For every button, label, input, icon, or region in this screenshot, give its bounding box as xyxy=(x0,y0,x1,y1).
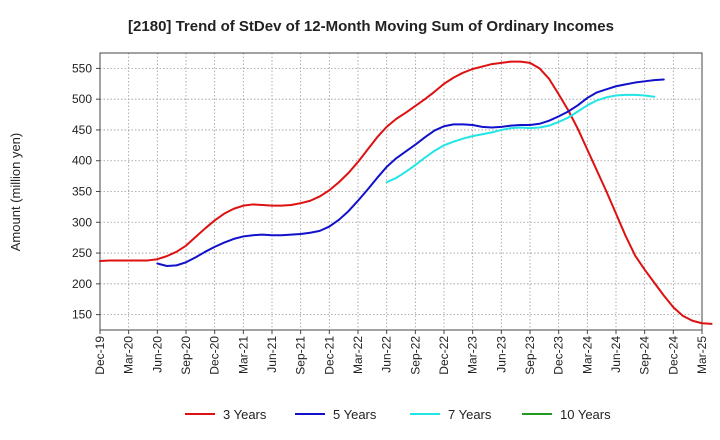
series-lines xyxy=(99,60,713,325)
y-tick-label: 250 xyxy=(72,246,92,260)
x-tick-label: Mar-22 xyxy=(351,336,365,374)
x-tick-label: Mar-21 xyxy=(236,336,250,374)
y-tick-label: 350 xyxy=(72,185,92,199)
x-tick-label: Mar-23 xyxy=(466,336,480,374)
x-tick-label: Jun-22 xyxy=(380,336,394,373)
y-tick-label: 400 xyxy=(72,154,92,168)
legend-label: 5 Years xyxy=(333,407,377,422)
legend-label: 3 Years xyxy=(223,407,267,422)
x-tick-label: Sep-22 xyxy=(408,336,422,375)
legend-label: 7 Years xyxy=(448,407,492,422)
x-tick-label: Mar-20 xyxy=(122,336,136,374)
legend-label: 10 Years xyxy=(560,407,611,422)
y-axis-ticks: 150 200 250 300 350 400 450 500 550 xyxy=(72,61,100,322)
y-tick-label: 550 xyxy=(72,61,92,75)
x-tick-label: Mar-25 xyxy=(695,336,709,374)
series-line-3-years xyxy=(99,60,713,325)
y-axis-label: Amount (million yen) xyxy=(8,133,23,252)
x-tick-label: Mar-24 xyxy=(580,336,594,374)
x-axis-ticks: Dec-19 Mar-20 Jun-20 Sep-20 Dec-20 Mar-21 Jun-… xyxy=(93,330,709,375)
legend: 3 Years 5 Years 7 Years 10 Years xyxy=(185,407,611,422)
y-tick-label: 500 xyxy=(72,92,92,106)
x-tick-label: Dec-24 xyxy=(666,336,680,375)
x-tick-label: Sep-23 xyxy=(523,336,537,375)
y-tick-label: 200 xyxy=(72,277,92,291)
series-line-5-years xyxy=(156,78,665,267)
x-tick-label: Jun-23 xyxy=(494,336,508,373)
y-tick-label: 450 xyxy=(72,123,92,137)
x-tick-label: Sep-21 xyxy=(294,336,308,375)
x-tick-label: Jun-21 xyxy=(265,336,279,373)
x-tick-label: Dec-22 xyxy=(437,336,451,375)
x-tick-label: Dec-21 xyxy=(322,336,336,375)
y-tick-label: 150 xyxy=(72,308,92,322)
x-tick-label: Dec-20 xyxy=(208,336,222,375)
x-tick-label: Sep-24 xyxy=(638,336,652,375)
chart-title: [2180] Trend of StDev of 12-Month Moving… xyxy=(128,18,614,35)
series-line-7-years xyxy=(385,93,656,184)
x-tick-label: Dec-19 xyxy=(93,336,107,375)
x-tick-label: Jun-24 xyxy=(609,336,623,373)
x-tick-label: Dec-23 xyxy=(552,336,566,375)
x-tick-label: Sep-20 xyxy=(179,336,193,375)
y-tick-label: 300 xyxy=(72,215,92,229)
grid xyxy=(99,53,703,330)
x-tick-label: Jun-20 xyxy=(150,336,164,373)
